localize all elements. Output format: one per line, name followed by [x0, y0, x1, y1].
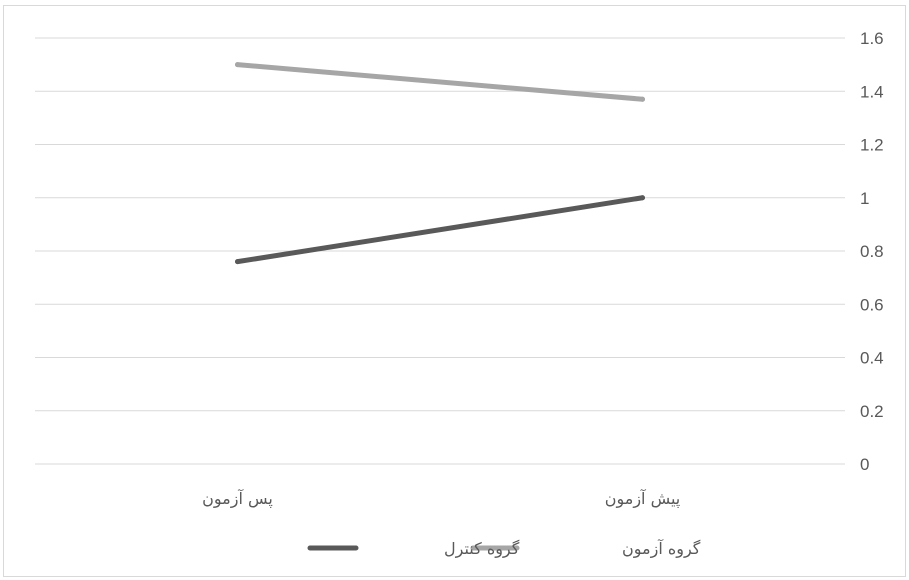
- series-line-0: [235, 62, 645, 102]
- y-tick-label: 0.4: [860, 349, 884, 368]
- series-line-1: [235, 195, 645, 265]
- series-lines: [235, 62, 645, 265]
- x-category-label: پس آزمون: [202, 489, 273, 509]
- legend-label: گروه کنترل: [444, 539, 520, 559]
- y-tick-label: 0.6: [860, 295, 884, 314]
- series-0-point: [640, 96, 645, 102]
- series-1-point: [235, 259, 240, 265]
- y-tick-label: 1: [860, 189, 869, 208]
- x-axis-category-labels: پس آزمون پیش آزمون: [202, 489, 680, 509]
- y-tick-label: 1.2: [860, 136, 884, 155]
- x-category-label: پیش آزمون: [605, 489, 681, 509]
- legend: گروه آزمون گروه کنترل: [307, 539, 701, 559]
- y-tick-label: 1.6: [860, 29, 884, 48]
- y-tick-label: 0.2: [860, 402, 884, 421]
- y-tick-label: 1.4: [860, 82, 884, 101]
- y-tick-label: 0: [860, 455, 869, 474]
- series-0-point: [235, 62, 240, 68]
- gridlines: [35, 37, 845, 465]
- chart-frame: [3, 5, 906, 577]
- series-1-point: [640, 195, 645, 201]
- y-axis-tick-labels: 0 0.2 0.4 0.6 0.8 1 1.2 1.4 1.6: [860, 29, 884, 474]
- y-tick-label: 0.8: [860, 242, 884, 261]
- legend-label: گروه آزمون: [622, 539, 701, 559]
